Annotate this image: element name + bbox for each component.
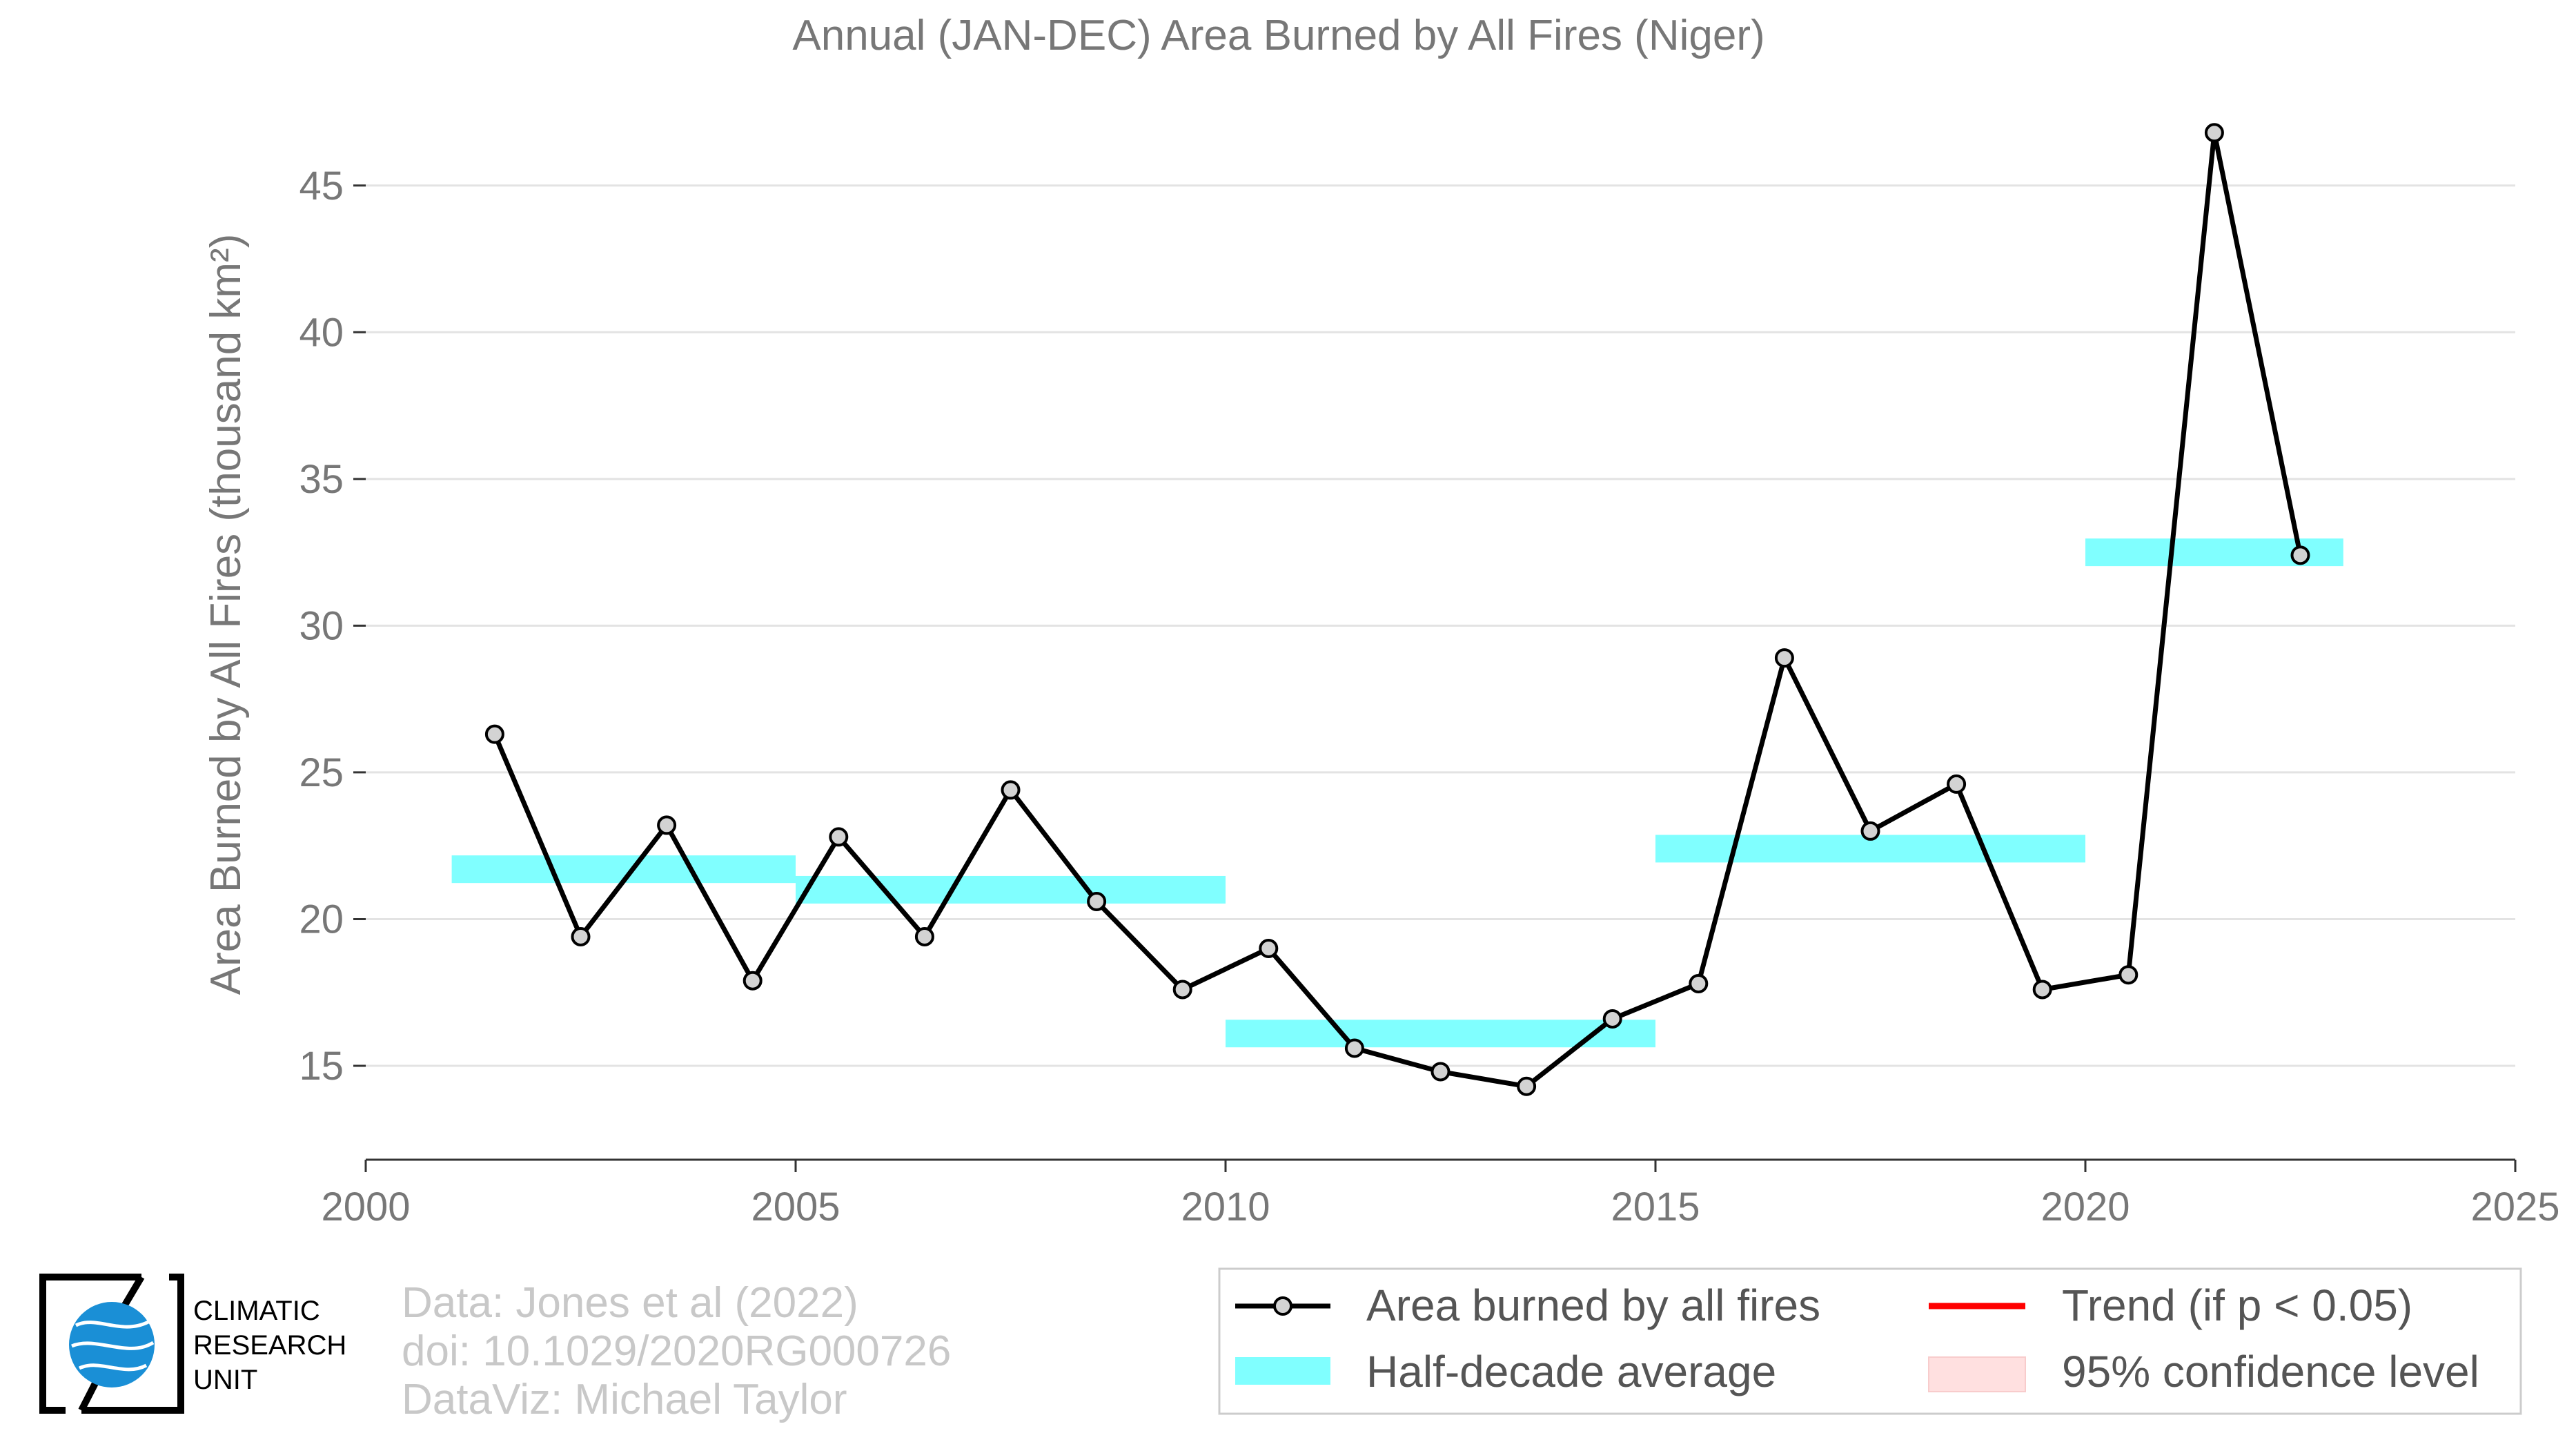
data-point	[1947, 774, 1967, 794]
legend-average-swatch	[1235, 1357, 1330, 1385]
y-tick-label: 35	[299, 457, 344, 502]
half-decade-average-bar	[796, 875, 1226, 904]
series-points	[484, 123, 2310, 1096]
data-point	[484, 724, 504, 744]
y-tick-label: 25	[299, 750, 344, 795]
data-point	[1774, 648, 1794, 668]
data-point	[2118, 965, 2139, 985]
x-tick-label: 2010	[1181, 1185, 1270, 1229]
y-tick-label: 15	[299, 1044, 344, 1089]
legend-frame	[1218, 1267, 2522, 1415]
credit-data-source: Data: Jones et al (2022)	[402, 1279, 858, 1327]
y-tick-label: 45	[299, 164, 344, 208]
y-axis-title: Area Burned by All Fires (thousand km²)	[202, 234, 250, 995]
data-point	[1001, 780, 1021, 800]
legend-marker-swatch	[1273, 1296, 1292, 1316]
x-tick-label: 2000	[321, 1185, 410, 1229]
data-point	[914, 926, 934, 946]
logo-text-climatic: CLIMATIC	[193, 1296, 320, 1326]
half-decade-average-bars	[451, 538, 2343, 1048]
x-axis	[364, 1158, 2517, 1172]
legend-label-confidence: 95% confidence level	[2062, 1347, 2479, 1396]
logo-text-research: RESEARCH	[193, 1330, 346, 1361]
data-point	[1087, 891, 1107, 911]
legend-label-half-decade: Half-decade average	[1366, 1347, 1776, 1396]
data-point	[1602, 1009, 1622, 1029]
x-tick-label: 2020	[2041, 1185, 2130, 1229]
credit-doi: doi: 10.1029/2020RG000726	[402, 1327, 951, 1375]
chart-title: Annual (JAN-DEC) Area Burned by All Fire…	[792, 12, 1764, 59]
x-tick-label: 2025	[2470, 1185, 2559, 1229]
legend-label-trend: Trend (if p < 0.05)	[2062, 1280, 2412, 1330]
data-point	[1259, 938, 1279, 958]
credits: Data: Jones et al (2022) doi: 10.1029/20…	[402, 1279, 951, 1423]
y-tick-label: 30	[299, 603, 344, 648]
cru-logo: CLIMATIC RESEARCH UNIT	[39, 1274, 346, 1414]
data-point	[1430, 1062, 1451, 1082]
y-tick-label: 20	[299, 897, 344, 942]
x-tick-label: 2015	[1611, 1185, 1700, 1229]
data-point	[2032, 980, 2052, 1000]
data-point	[1172, 980, 1192, 1000]
data-point	[1517, 1076, 1537, 1096]
legend-label-area-burned: Area burned by all fires	[1366, 1280, 1820, 1330]
y-tick-label: 40	[299, 310, 344, 355]
data-point	[1689, 973, 1709, 993]
data-point	[1344, 1038, 1364, 1058]
data-point	[743, 971, 763, 991]
grid-lines	[353, 184, 2515, 1067]
credit-dataviz: DataViz: Michael Taylor	[402, 1376, 847, 1423]
data-point	[657, 815, 677, 835]
series-line	[492, 130, 2303, 1089]
data-point	[2290, 545, 2310, 565]
data-point	[571, 926, 591, 946]
area-burned-line	[492, 130, 2303, 1089]
data-point	[2204, 123, 2224, 143]
legend-confidence-swatch	[1928, 1356, 2026, 1392]
legend: Area burned by all fires Trend (if p < 0…	[1218, 1267, 2522, 1415]
x-tick-label: 2005	[751, 1185, 840, 1229]
logo-text-unit: UNIT	[193, 1365, 257, 1395]
data-point	[1860, 821, 1880, 841]
data-point	[829, 827, 849, 847]
